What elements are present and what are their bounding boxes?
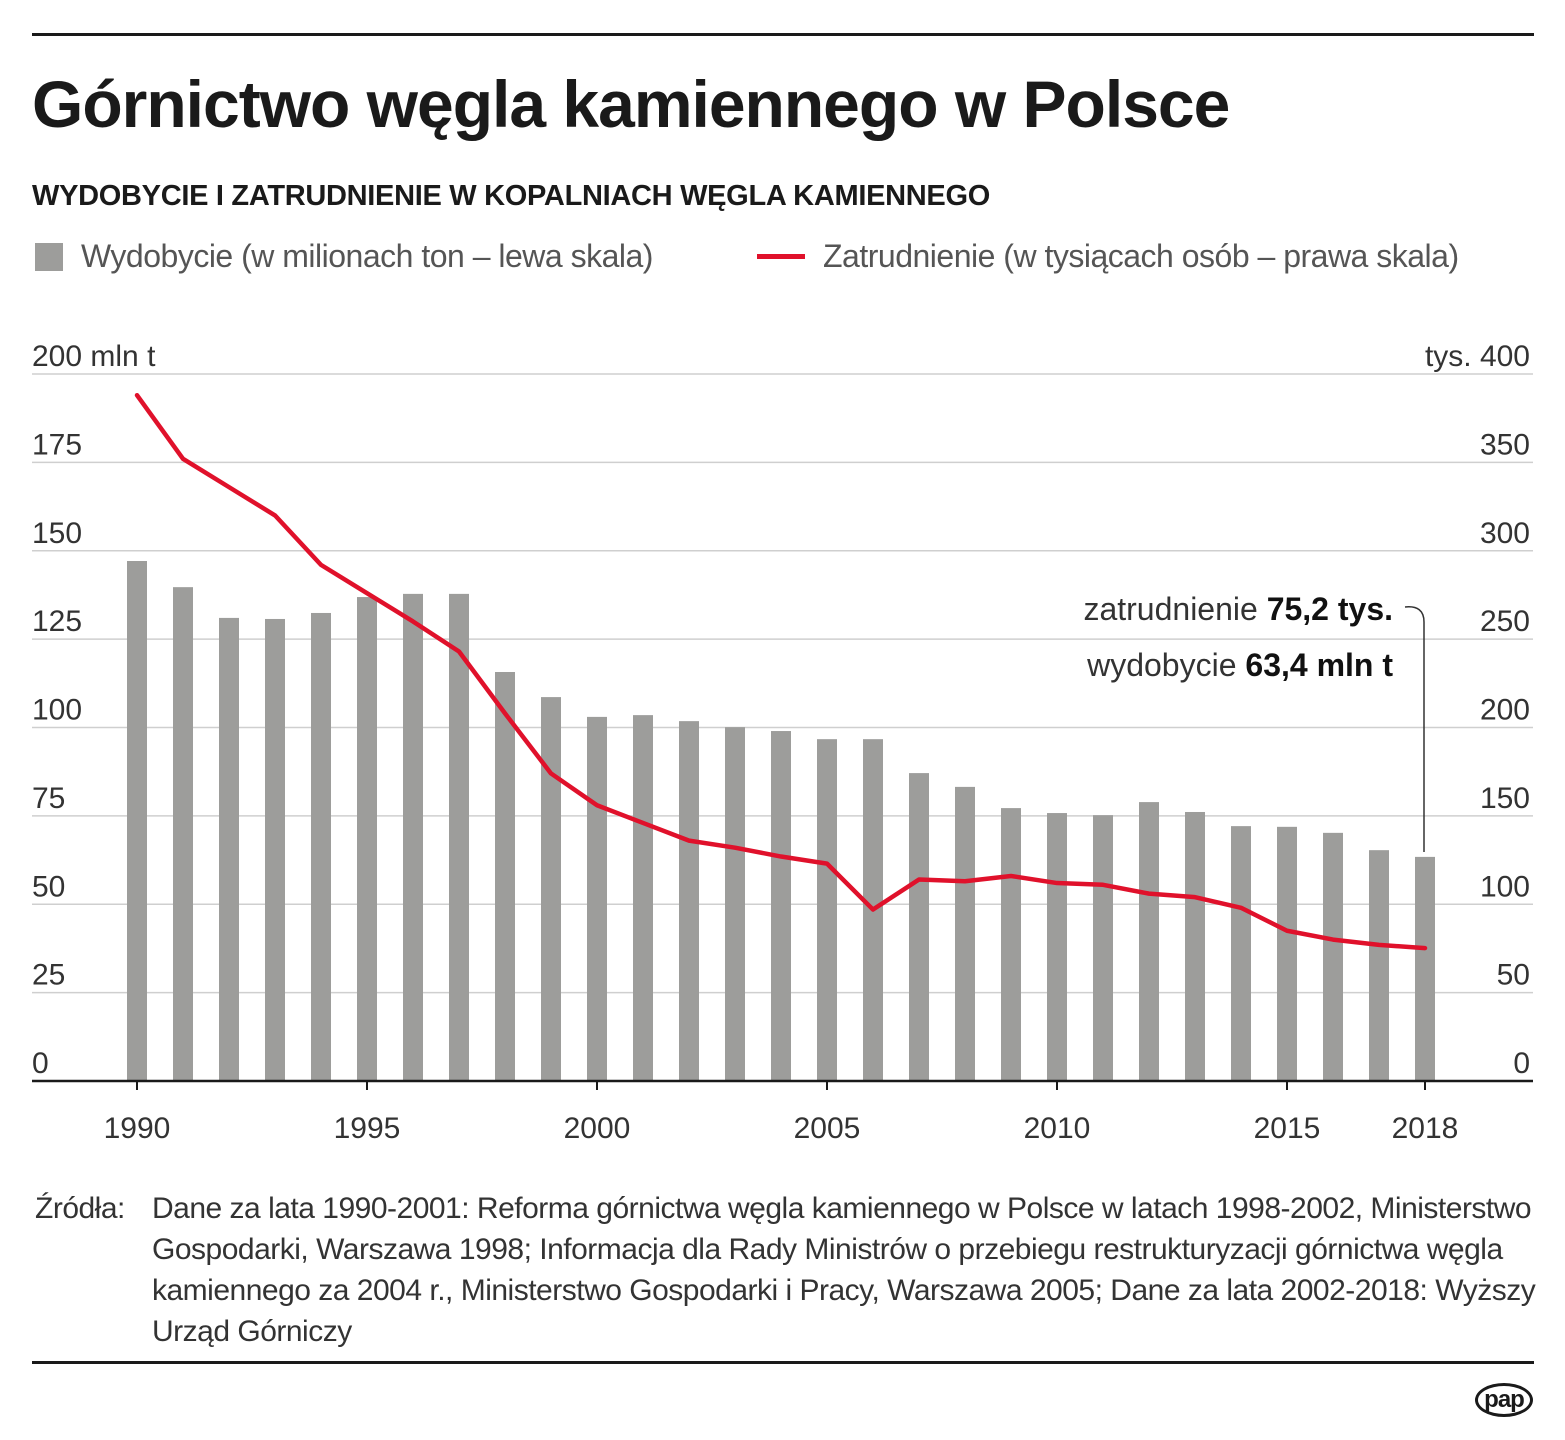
- left-tick-label: 75: [32, 782, 65, 815]
- legend-production: Wydobycie (w milionach ton – lewa skala): [35, 238, 653, 275]
- sources-label: Źródła:: [35, 1192, 125, 1225]
- bar-1992: [219, 617, 239, 1081]
- bar-2015: [1277, 826, 1297, 1081]
- right-tick-label: 0: [1513, 1047, 1530, 1080]
- right-tick-label: 350: [1480, 428, 1530, 461]
- annotation-production-label: wydobycie: [1086, 647, 1245, 683]
- left-tick-label: 125: [32, 605, 82, 638]
- legend-line-swatch: [757, 254, 805, 259]
- bar-2007: [909, 773, 929, 1081]
- legend-employment: Zatrudnienie (w tysiącach osób – prawa s…: [757, 238, 1459, 275]
- bottom-rule: [32, 1361, 1534, 1364]
- annotation-production: wydobycie 63,4 mln t: [1086, 647, 1393, 683]
- x-tick-label: 2018: [1392, 1112, 1459, 1145]
- bar-1993: [265, 618, 285, 1081]
- bar-1996: [403, 593, 423, 1081]
- bar-2018: [1415, 856, 1435, 1081]
- x-tick-label: 2010: [1024, 1112, 1091, 1145]
- left-tick-label: 200 mln t: [32, 340, 156, 373]
- annotation-employment-value: 75,2 tys.: [1267, 591, 1393, 627]
- bar-2002: [679, 721, 699, 1081]
- legend-production-label: Wydobycie (w milionach ton – lewa skala): [81, 238, 653, 274]
- bar-1994: [311, 612, 331, 1081]
- bar-2017: [1369, 850, 1389, 1081]
- annotation-production-value: 63,4 mln t: [1245, 647, 1393, 683]
- right-tick-label: 100: [1480, 870, 1530, 903]
- right-tick-label: 150: [1480, 782, 1530, 815]
- right-tick-label: tys. 400: [1425, 340, 1530, 373]
- right-tick-label: 50: [1497, 959, 1530, 992]
- left-tick-label: 175: [32, 428, 82, 461]
- x-tick-label: 1990: [104, 1112, 171, 1145]
- bar-2000: [587, 716, 607, 1081]
- bar-2001: [633, 715, 653, 1081]
- x-tick-label: 2015: [1254, 1112, 1321, 1145]
- top-rule: [32, 33, 1534, 36]
- bar-2011: [1093, 815, 1113, 1081]
- bar-2013: [1185, 811, 1205, 1081]
- left-tick-label: 50: [32, 870, 65, 903]
- subtitle: WYDOBYCIE I ZATRUDNIENIE W KOPALNIACH WĘ…: [32, 180, 990, 212]
- bar-2012: [1139, 802, 1159, 1081]
- left-tick-label: 100: [32, 694, 82, 727]
- right-tick-label: 250: [1480, 605, 1530, 638]
- bar-1997: [449, 593, 469, 1081]
- bar-2016: [1323, 832, 1343, 1081]
- pap-logo: pap: [1475, 1383, 1533, 1417]
- bar-2003: [725, 727, 745, 1081]
- chart: 0 0 25 50 50 100 75 150 100 200 125 250 150 300 175 350…: [32, 340, 1533, 1145]
- left-tick-label: 150: [32, 517, 82, 550]
- bar-2009: [1001, 808, 1021, 1081]
- bar-2004: [771, 731, 791, 1081]
- x-tick-label: 2000: [564, 1112, 631, 1145]
- annotation-employment-label: zatrudnienie: [1083, 591, 1266, 627]
- legend-employment-label: Zatrudnienie (w tysiącach osób – prawa s…: [823, 238, 1459, 274]
- right-tick-label: 300: [1480, 517, 1530, 550]
- annotation-leader: [1404, 606, 1425, 852]
- annotation-employment: zatrudnienie 75,2 tys.: [1083, 591, 1393, 627]
- page-title: Górnictwo węgla kamiennego w Polsce: [32, 67, 1230, 141]
- x-tick-label: 1995: [334, 1112, 401, 1145]
- right-tick-label: 200: [1480, 694, 1530, 727]
- bar-1999: [541, 697, 561, 1081]
- bar-1991: [173, 587, 193, 1081]
- bar-2014: [1231, 826, 1251, 1081]
- legend-bar-swatch: [35, 242, 63, 271]
- bar-1990: [127, 561, 147, 1081]
- sources-text: Dane za lata 1990-2001: Reforma górnictw…: [152, 1192, 1536, 1348]
- x-tick-label: 2005: [794, 1112, 861, 1145]
- left-tick-label: 0: [32, 1047, 49, 1080]
- bar-1995: [357, 597, 377, 1081]
- bar-2008: [955, 786, 975, 1081]
- bar-2005: [817, 739, 837, 1081]
- bar-1998: [495, 672, 515, 1081]
- bar-2010: [1047, 813, 1067, 1081]
- sources: Źródła: Dane za lata 1990-2001: Reforma …: [35, 1188, 1542, 1352]
- left-tick-label: 25: [32, 959, 65, 992]
